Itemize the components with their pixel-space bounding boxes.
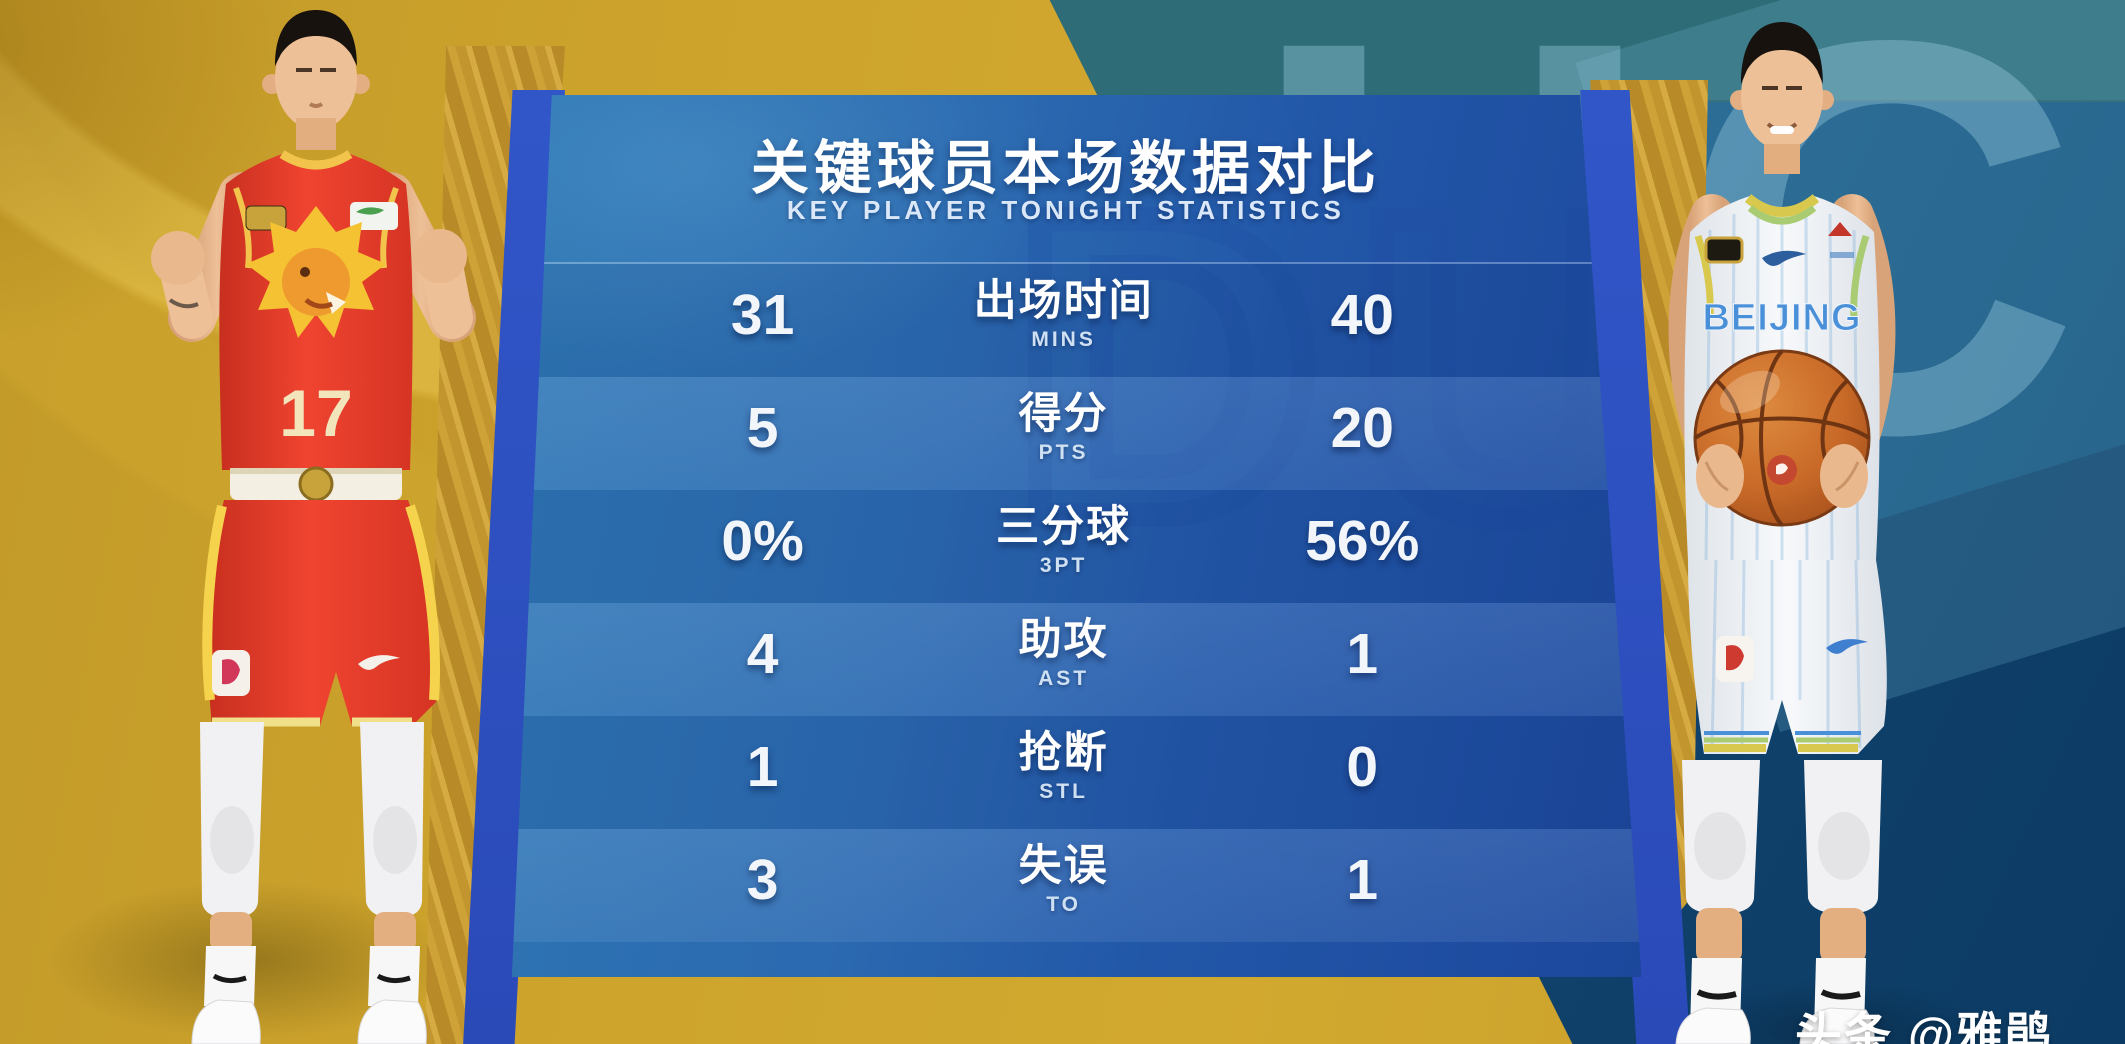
stat-value-left: 31 [730, 283, 795, 347]
stats-rows: 31 出场时间 MINS 40 5 得分 PTS 20 0% 三分球 [511, 262, 1642, 942]
li-ning-swoosh-icon [1762, 250, 1806, 266]
right-player-head [1730, 22, 1834, 174]
lion-crest-icon [246, 206, 386, 338]
stat-value-left: 1 [746, 735, 779, 799]
stat-label-cn: 得分 [1018, 390, 1109, 438]
stat-label-cn: 抢断 [1018, 729, 1109, 777]
right-player-hands [1696, 444, 1868, 508]
stat-label: 抢断 STL [854, 716, 1274, 804]
panel-title-cn: 关键球员本场数据对比 [750, 136, 1381, 201]
stat-label-en: PTS [1038, 440, 1089, 464]
stat-label: 得分 PTS [854, 377, 1274, 465]
right-shoe-icon [357, 999, 427, 1044]
stat-value-right: 1 [1346, 848, 1379, 912]
right-shoe-icon [1799, 1007, 1875, 1044]
chest-badge-icon [245, 205, 287, 231]
stat-label: 三分球 3PT [854, 490, 1274, 578]
teal-top-band [1049, 0, 2125, 102]
right-player-shorts [1688, 559, 1887, 754]
stat-value-left: 0% [721, 509, 804, 573]
stat-label-cn: 助攻 [1018, 616, 1109, 664]
li-ning-swoosh-icon [358, 655, 400, 670]
stat-value-right: 1 [1346, 622, 1379, 686]
stat-label-en: TO [1046, 892, 1081, 916]
left-jersey-number: 17 [279, 376, 352, 450]
li-ning-swoosh-icon [1826, 639, 1868, 654]
stat-row-mins: 31 出场时间 MINS 40 [511, 264, 1642, 377]
stat-label: 出场时间 MINS [854, 264, 1274, 352]
stat-label: 失误 TO [854, 829, 1274, 917]
right-player-photo: BEIJING [1630, 0, 2000, 1044]
left-shoe-icon [191, 999, 261, 1044]
stat-label-cn: 失误 [1018, 842, 1109, 890]
stat-value-right: 20 [1330, 396, 1394, 460]
stat-label-en: 3PT [1039, 553, 1088, 577]
stat-label: 助攻 AST [854, 603, 1274, 691]
toutiao-watermark: 头条 @雅鹃 [1795, 1008, 2054, 1044]
left-player-photo: 17 [100, 0, 500, 1044]
panel-ghost-letters: DU [999, 115, 1645, 619]
left-player-head [262, 10, 370, 150]
anniversary-badge-icon [1704, 236, 1744, 264]
left-player-legs [191, 722, 427, 1044]
stat-label-cn: 三分球 [996, 503, 1132, 551]
stat-value-right: 40 [1330, 283, 1394, 347]
stat-value-right: 56% [1305, 509, 1420, 573]
stat-row-stl: 1 抢断 STL 0 [511, 716, 1642, 829]
stat-row-ast: 4 助攻 AST 1 [511, 603, 1642, 716]
left-shoe-icon [1675, 1007, 1751, 1044]
stat-label-en: AST [1038, 666, 1090, 690]
stats-panel: DU 关键球员本场数据对比 KEY PLAYER TONIGHT STATIST… [511, 95, 1645, 977]
right-player-legs [1675, 760, 1882, 1044]
stat-value-left: 5 [746, 396, 779, 460]
right-jersey-wordmark: BEIJING [1702, 297, 1861, 339]
stat-label-en: STL [1039, 779, 1088, 803]
stat-label-cn: 出场时间 [973, 277, 1154, 325]
belt-buckle-icon [298, 466, 334, 502]
stat-value-left: 3 [746, 848, 779, 912]
stat-value-left: 4 [746, 622, 779, 686]
left-player-shorts [202, 466, 440, 727]
panel-title-en: KEY PLAYER TONIGHT STATISTICS [786, 195, 1345, 225]
stat-label-en: MINS [1031, 327, 1096, 351]
stat-row-to: 3 失误 TO 1 [511, 829, 1642, 942]
stat-value-right: 0 [1346, 735, 1379, 799]
stat-row-3pt: 0% 三分球 3PT 56% [511, 490, 1642, 603]
stat-row-pts: 5 得分 PTS 20 [511, 377, 1642, 490]
left-player-jersey: 17 [219, 150, 413, 470]
